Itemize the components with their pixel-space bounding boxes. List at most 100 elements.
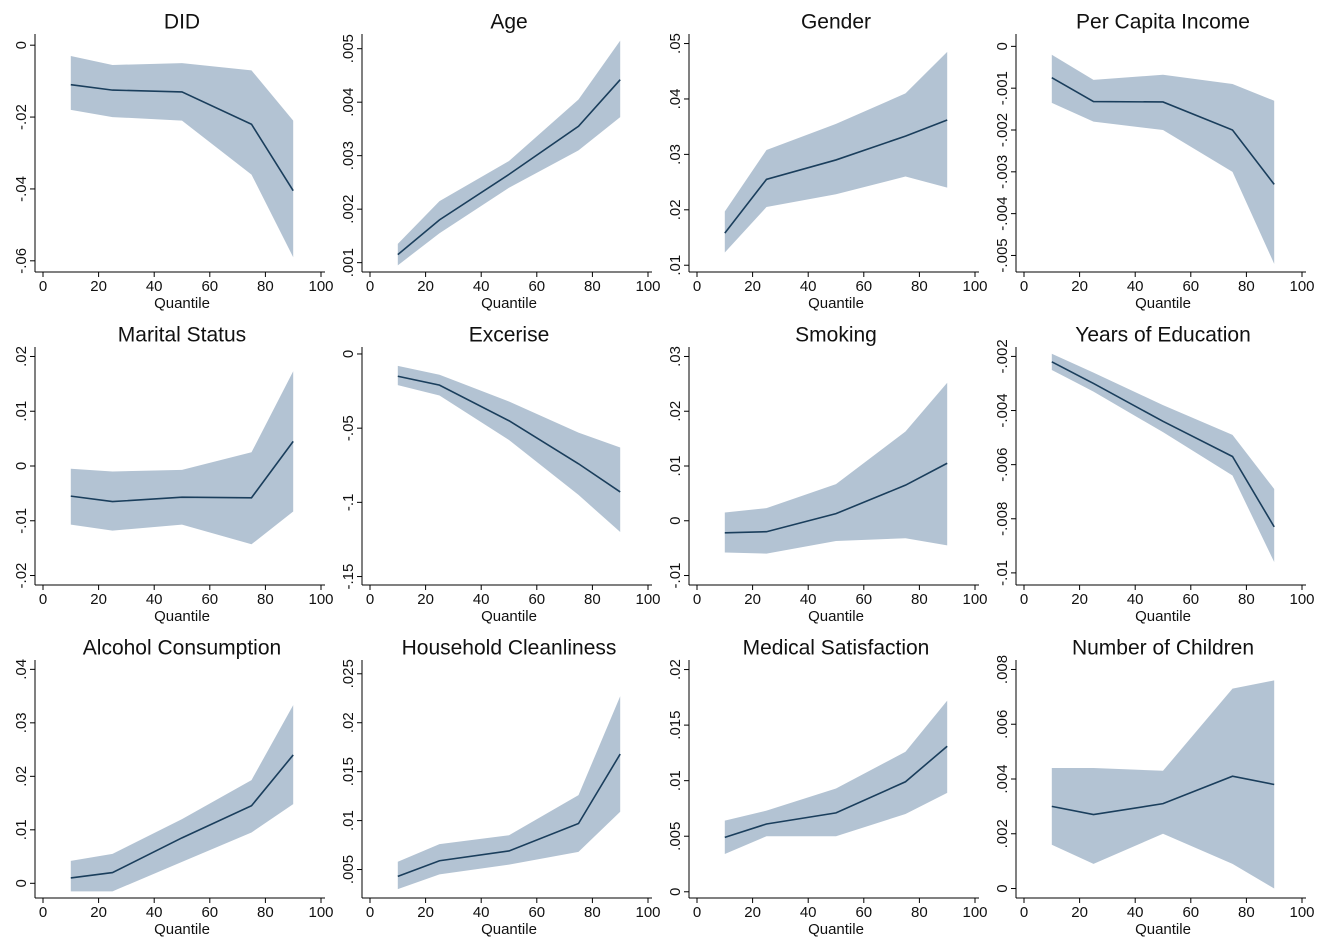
y-tick-label: 0 [13,879,30,887]
y-tick-label: .01 [667,770,684,791]
x-tick-label: 40 [800,278,817,295]
x-tick-label: 100 [308,278,333,295]
x-tick-label: 20 [744,278,761,295]
y-tick-label: .01 [13,401,30,422]
y-tick-label: .02 [13,346,30,367]
panel: Gender .01 .02 .03 .04 .05 0 20 40 60 80 100 Quantil… [667,11,988,312]
x-tick-label: 60 [201,278,218,295]
x-tick-label: 0 [39,278,47,295]
x-tick-label: 0 [39,591,47,608]
y-tick-label: -.05 [340,415,357,441]
x-tick-label: 80 [1238,278,1255,295]
y-tick-label: -.004 [994,393,1011,427]
y-tick-label: .01 [667,255,684,276]
panel-title: Years of Education [1075,324,1251,347]
y-tick-label: -.002 [994,339,1011,373]
y-tick-label: .025 [340,659,357,688]
x-axis-title: Quantile [481,921,537,938]
panel-title: Smoking [795,324,877,347]
y-tick-label: -.004 [994,197,1011,231]
estimate-line [70,754,294,879]
x-tick-label: 60 [855,591,872,608]
x-tick-label: 40 [473,591,490,608]
estimate-line [70,440,294,503]
x-axis-title: Quantile [808,295,864,312]
panel-title: Household Cleanliness [402,637,617,660]
x-tick-label: 40 [1127,591,1144,608]
y-tick-label: .004 [994,764,1011,793]
panel: Excerise -.15 -.1 -.05 0 0 20 40 60 80 100 Quantile [340,324,661,625]
confidence-band [724,700,948,854]
panel: Medical Satisfaction 0 .005 .01 .015 .02 0 20 40… [667,637,988,938]
x-tick-label: 60 [855,904,872,921]
y-tick-label: .004 [340,88,357,117]
panel: DID -.06 -.04 -.02 0 0 20 40 60 80 100 Quantile [13,11,334,312]
y-tick-label: -.003 [994,155,1011,189]
estimate-line [724,119,948,234]
y-tick-label: -.1 [340,494,357,512]
y-tick-label: .04 [667,89,684,110]
y-tick-label: .01 [667,456,684,477]
panel: Number of Children 0 .002 .004 .006 .008 0 20 40… [994,637,1315,938]
y-tick-label: .05 [667,33,684,54]
x-tick-label: 20 [1071,278,1088,295]
y-tick-label: .005 [667,822,684,851]
x-tick-label: 0 [39,904,47,921]
estimate-line [70,83,294,192]
x-tick-label: 80 [1238,904,1255,921]
y-tick-label: .005 [340,34,357,63]
x-tick-label: 0 [693,904,701,921]
x-tick-label: 20 [417,278,434,295]
x-tick-label: 20 [90,904,107,921]
x-tick-label: 100 [1289,904,1314,921]
panel-title: Per Capita Income [1076,11,1250,34]
x-tick-label: 80 [584,278,601,295]
x-tick-label: 0 [693,278,701,295]
x-tick-label: 40 [1127,904,1144,921]
x-tick-label: 20 [417,591,434,608]
x-axis-title: Quantile [154,608,210,625]
x-tick-label: 40 [800,904,817,921]
x-tick-label: 20 [1071,904,1088,921]
x-axis-title: Quantile [154,921,210,938]
x-tick-label: 0 [1020,591,1028,608]
y-tick-label: .03 [667,346,684,367]
y-tick-label: 0 [340,350,357,358]
y-tick-label: -.06 [13,248,30,274]
x-tick-label: 80 [911,904,928,921]
y-tick-label: -.006 [994,448,1011,482]
y-tick-label: 0 [994,884,1011,892]
y-tick-label: .02 [667,401,684,422]
x-tick-label: 0 [693,591,701,608]
x-axis-title: Quantile [808,608,864,625]
x-tick-label: 40 [146,904,163,921]
y-tick-label: -.02 [13,104,30,130]
y-tick-label: .02 [340,712,357,733]
y-tick-label: .01 [340,810,357,831]
y-tick-label: .04 [13,659,30,680]
x-tick-label: 0 [366,904,374,921]
panel-title: Age [490,11,527,34]
x-tick-label: 20 [417,904,434,921]
y-tick-label: .003 [340,141,357,170]
y-tick-label: .01 [13,819,30,840]
y-tick-label: .015 [340,757,357,786]
x-tick-label: 60 [1182,904,1199,921]
y-tick-label: -.005 [994,238,1011,272]
panel-title: Excerise [469,324,550,347]
confidence-band [1051,54,1275,264]
y-tick-label: .002 [340,195,357,224]
x-tick-label: 20 [744,904,761,921]
x-tick-label: 40 [146,278,163,295]
y-tick-label: 0 [994,42,1011,50]
x-tick-label: 40 [473,278,490,295]
x-tick-label: 100 [962,904,987,921]
panel: Years of Education -.01 -.008 -.006 -.004 -.0… [994,324,1315,625]
x-tick-label: 80 [584,904,601,921]
y-tick-label: .02 [667,199,684,220]
x-tick-label: 0 [366,278,374,295]
x-axis-title: Quantile [154,295,210,312]
x-tick-label: 0 [1020,904,1028,921]
panel-title: Marital Status [118,324,246,347]
